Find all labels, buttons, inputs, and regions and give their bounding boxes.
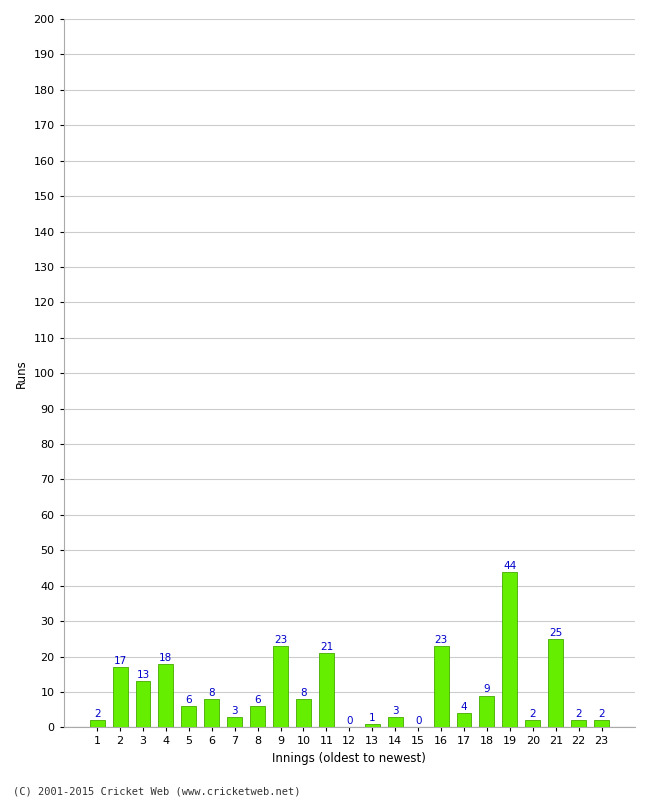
Text: (C) 2001-2015 Cricket Web (www.cricketweb.net): (C) 2001-2015 Cricket Web (www.cricketwe…	[13, 786, 300, 796]
Text: 8: 8	[209, 688, 215, 698]
Text: 17: 17	[114, 656, 127, 666]
Bar	[456, 714, 471, 727]
Text: 6: 6	[185, 695, 192, 705]
Bar	[273, 646, 288, 727]
Bar	[204, 699, 219, 727]
Bar	[594, 720, 609, 727]
Bar	[480, 695, 495, 727]
Bar	[181, 706, 196, 727]
Text: 2: 2	[575, 710, 582, 719]
Bar	[296, 699, 311, 727]
Text: 18: 18	[159, 653, 172, 662]
Text: 44: 44	[503, 561, 517, 570]
Text: 13: 13	[136, 670, 150, 680]
Text: 3: 3	[392, 706, 398, 716]
Bar	[250, 706, 265, 727]
Bar	[388, 717, 402, 727]
Text: 25: 25	[549, 628, 562, 638]
Bar	[227, 717, 242, 727]
Text: 21: 21	[320, 642, 333, 652]
Text: 0: 0	[415, 716, 421, 726]
Bar	[112, 667, 127, 727]
Text: 8: 8	[300, 688, 307, 698]
Text: 0: 0	[346, 716, 352, 726]
Y-axis label: Runs: Runs	[15, 359, 28, 387]
Text: 1: 1	[369, 713, 376, 723]
Text: 23: 23	[434, 635, 448, 645]
Bar	[434, 646, 448, 727]
Text: 2: 2	[94, 710, 101, 719]
Text: 2: 2	[598, 710, 605, 719]
Bar	[548, 639, 563, 727]
Bar	[319, 653, 334, 727]
Bar	[502, 571, 517, 727]
Bar	[159, 664, 174, 727]
Bar	[571, 720, 586, 727]
X-axis label: Innings (oldest to newest): Innings (oldest to newest)	[272, 752, 426, 765]
Text: 4: 4	[461, 702, 467, 712]
Text: 23: 23	[274, 635, 287, 645]
Text: 9: 9	[484, 685, 490, 694]
Bar	[525, 720, 540, 727]
Text: 2: 2	[530, 710, 536, 719]
Text: 3: 3	[231, 706, 238, 716]
Text: 6: 6	[254, 695, 261, 705]
Bar	[136, 682, 150, 727]
Bar	[365, 724, 380, 727]
Bar	[90, 720, 105, 727]
